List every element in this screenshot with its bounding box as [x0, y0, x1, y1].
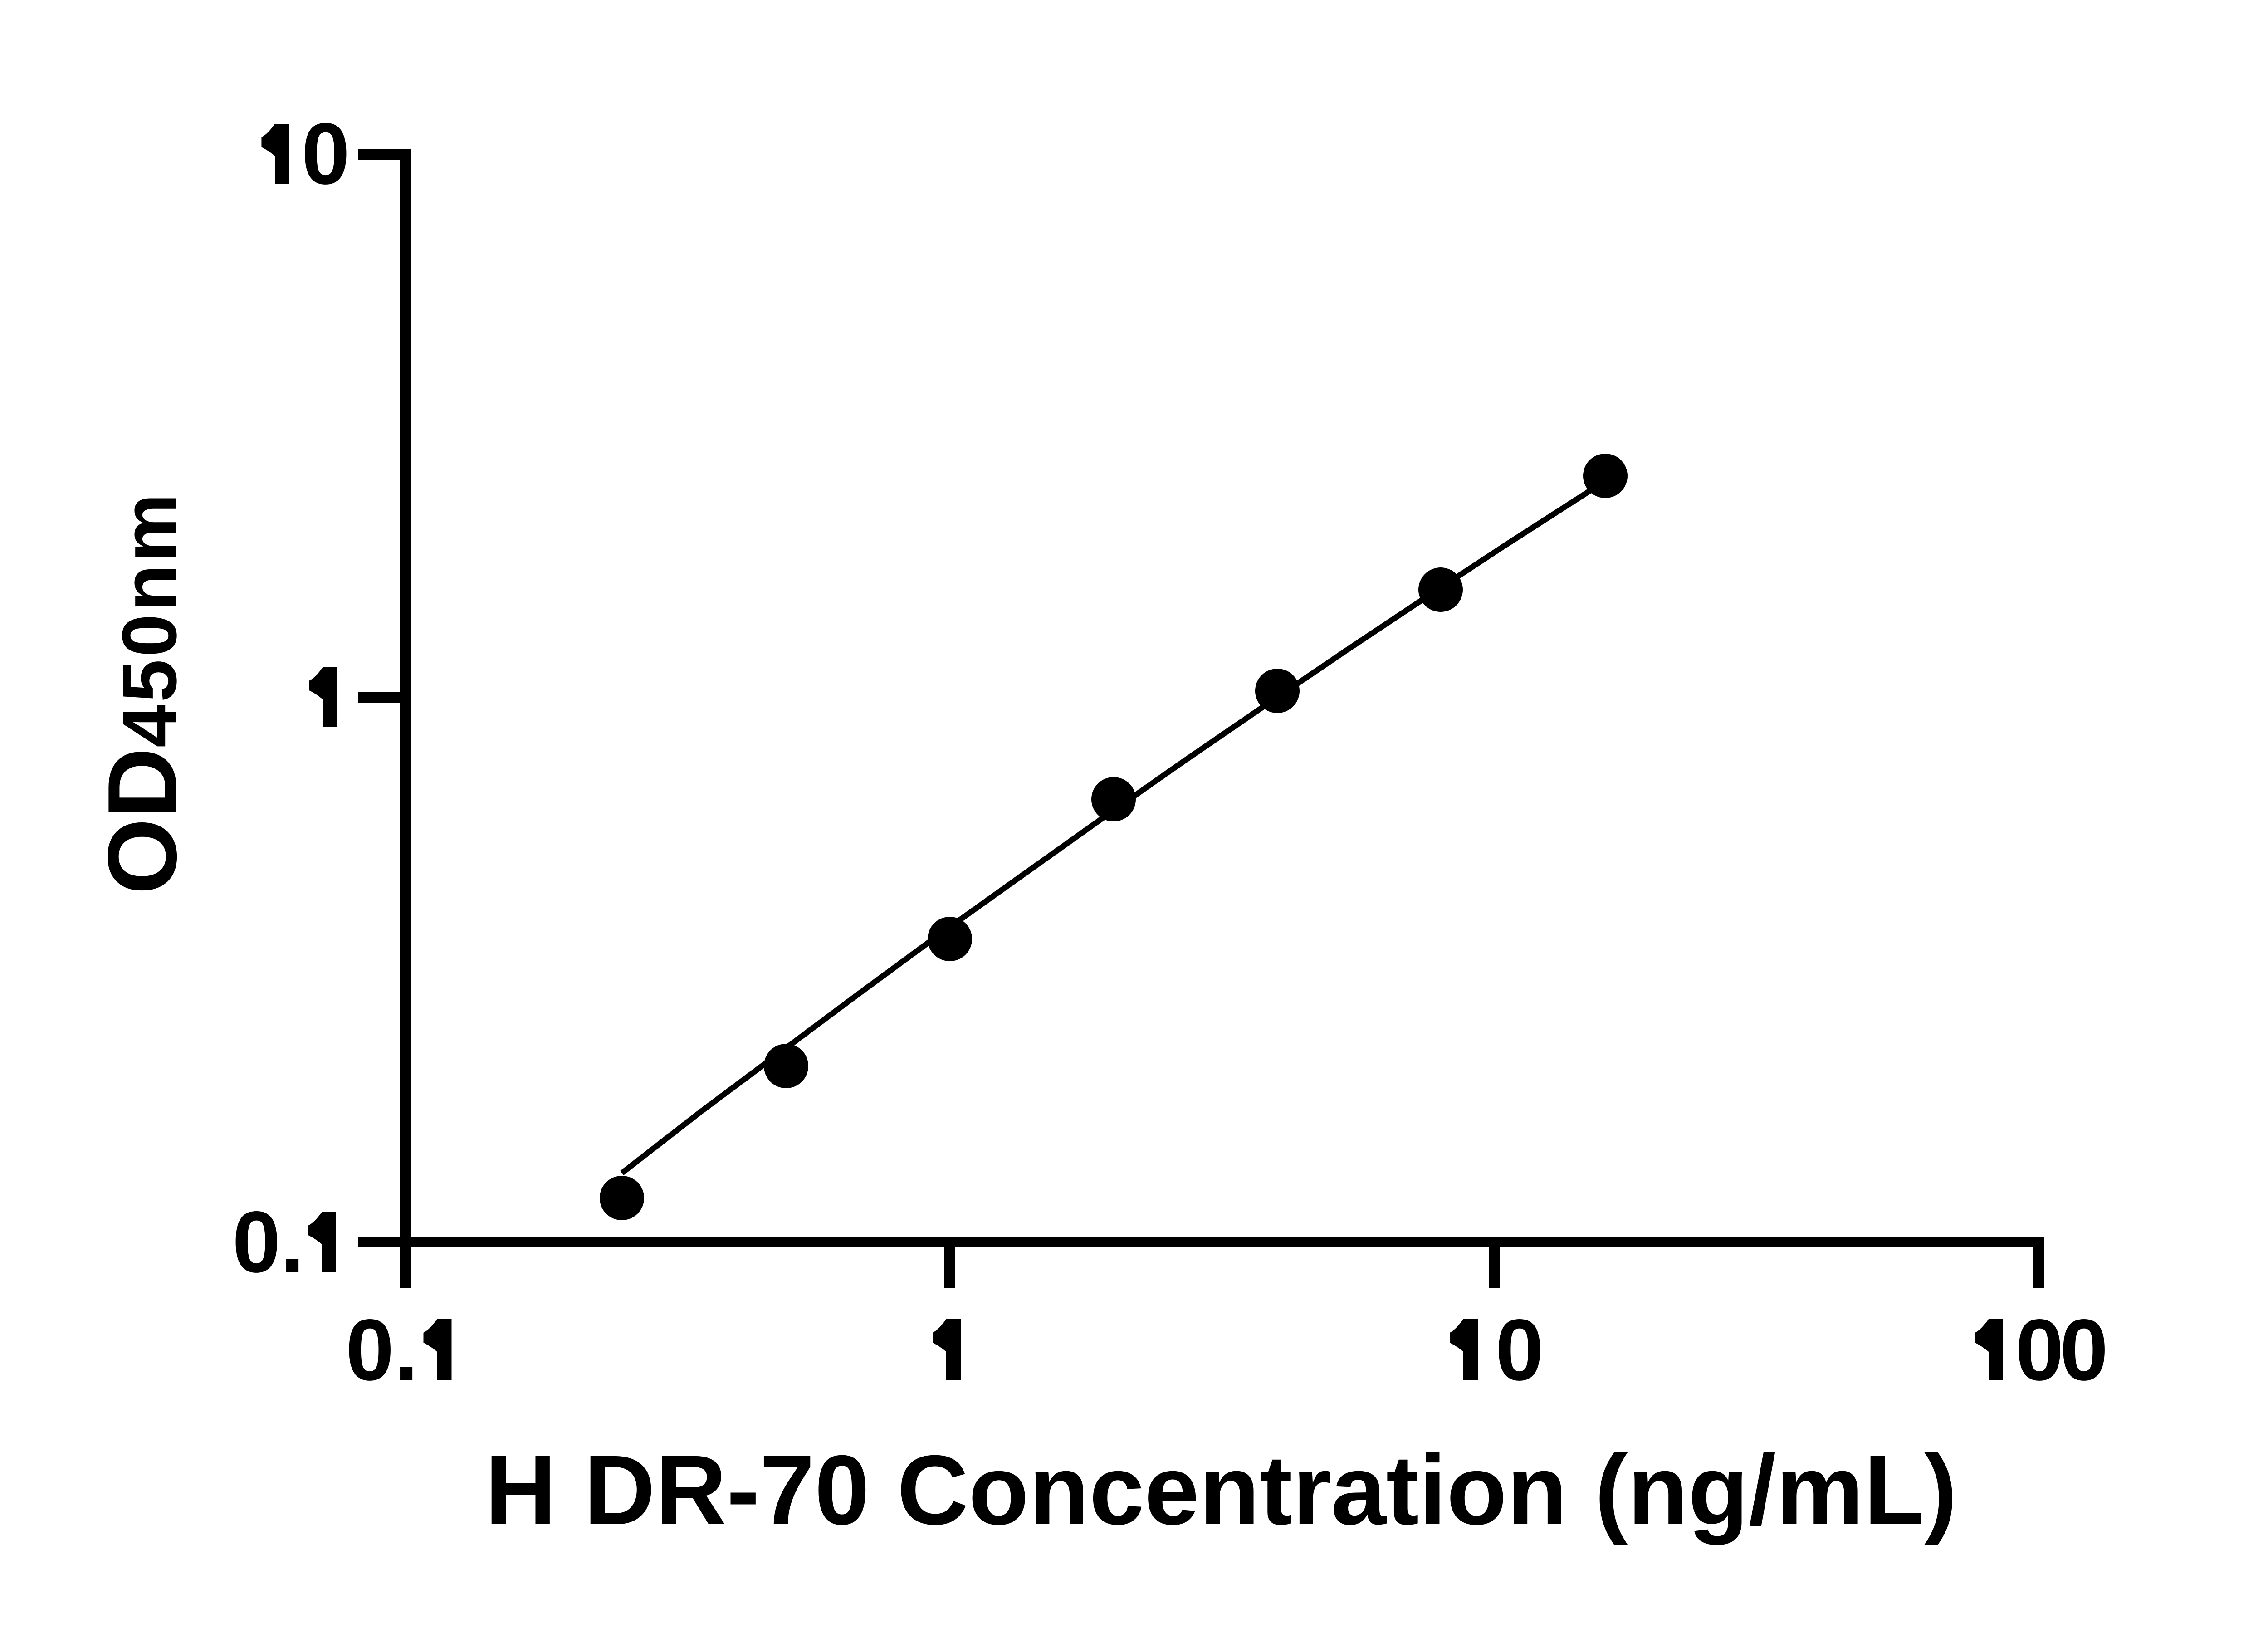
svg-text:.: .	[280, 1193, 304, 1291]
svg-text:H DR-70 Concentration (ng/mL): H DR-70 Concentration (ng/mL)	[485, 1435, 1957, 1545]
svg-text:0: 0	[302, 105, 350, 202]
svg-text:0: 0	[232, 1193, 281, 1291]
svg-text:0: 0	[2015, 1301, 2064, 1398]
svg-text:0: 0	[2060, 1301, 2108, 1398]
svg-text:0: 0	[1496, 1301, 1544, 1398]
svg-text:OD: OD	[87, 748, 197, 895]
svg-text:450nm: 450nm	[107, 494, 193, 748]
svg-text:.: .	[394, 1301, 418, 1398]
svg-text:0: 0	[346, 1301, 394, 1398]
